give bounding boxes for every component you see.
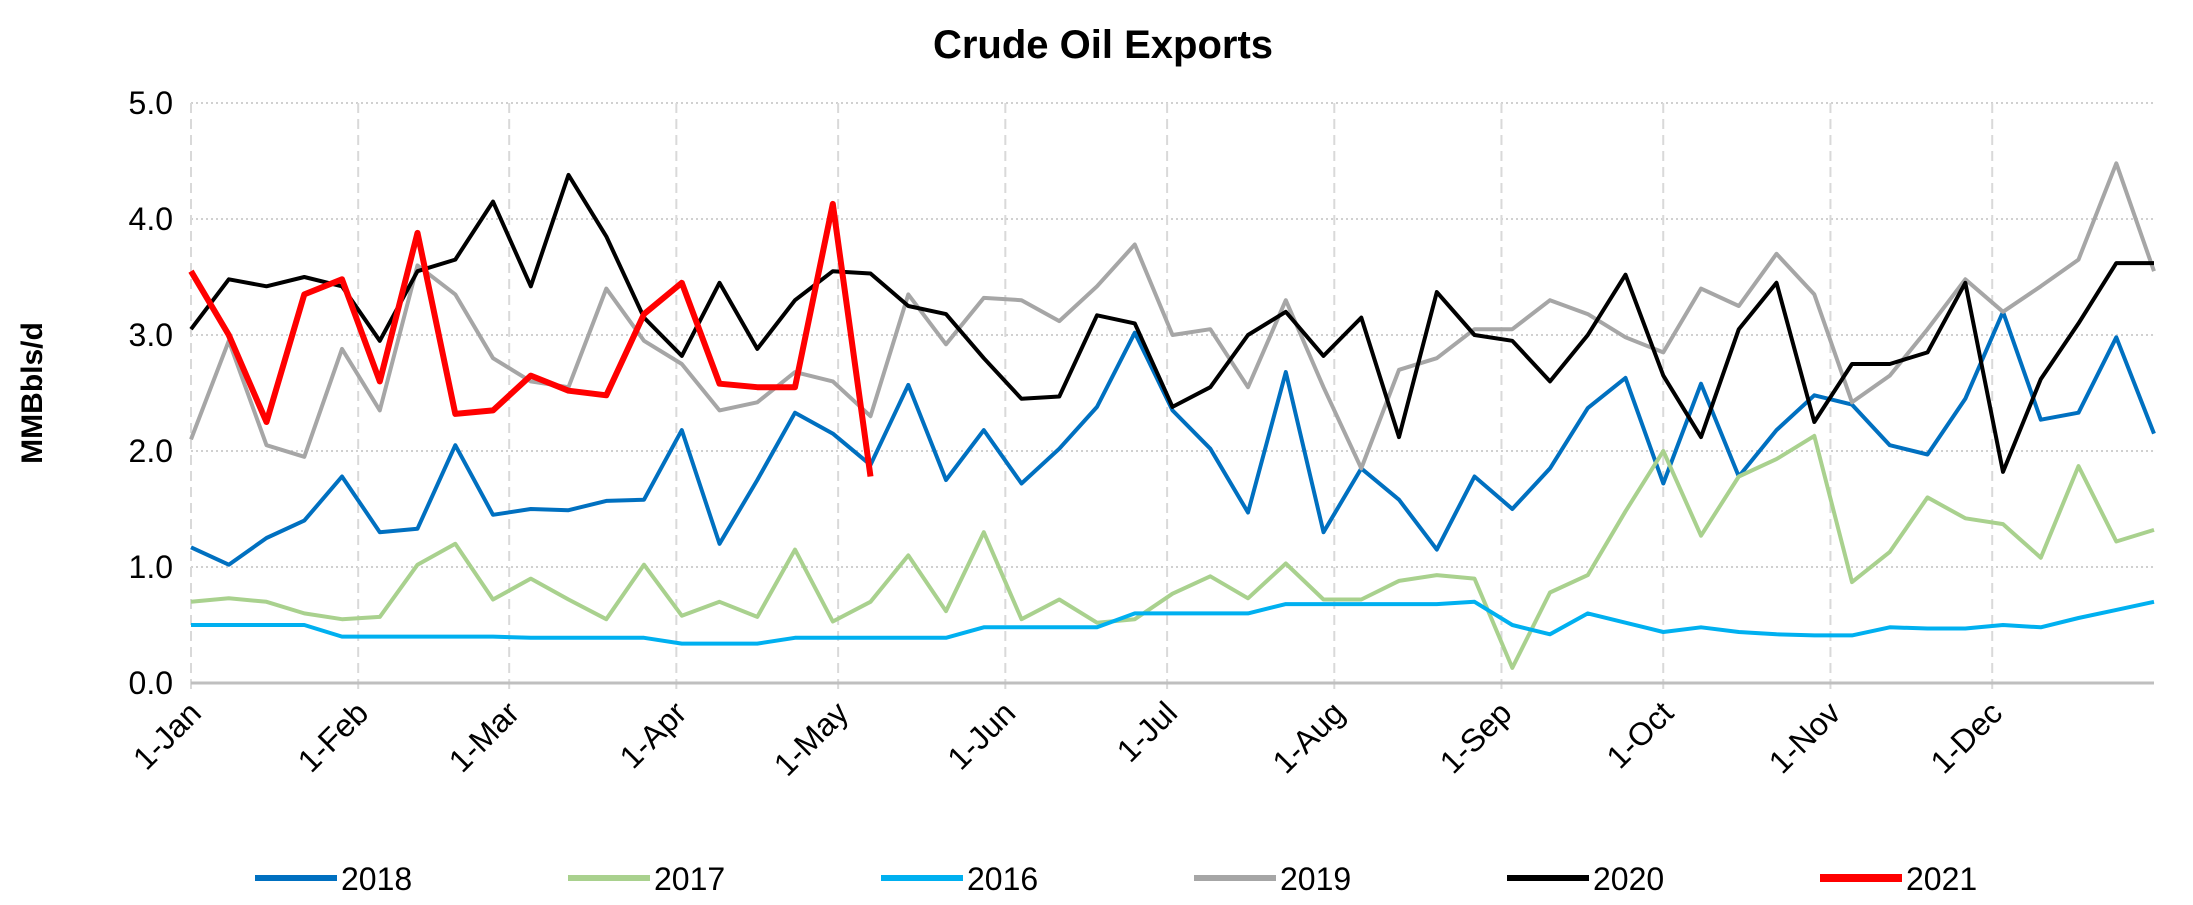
y-axis-ticks: 0.0 1.0 2.0 3.0 4.0 5.0 — [129, 85, 173, 701]
series-line-2018 — [190, 309, 2156, 567]
series-line-2021 — [188, 200, 874, 477]
x-axis-ticks: 1-Jan 1-Feb 1-Mar 1-Apr 1-May 1-Jun 1-Jul 1-Aug… — [126, 694, 2009, 783]
x-tick-label: 1-Apr — [613, 694, 694, 775]
legend-label-2017: 2017 — [654, 861, 725, 897]
y-tick-label: 1.0 — [129, 549, 173, 585]
x-tick-label: 1-May — [767, 694, 855, 782]
y-tick-label: 4.0 — [129, 201, 173, 237]
y-tick-label: 2.0 — [129, 433, 173, 469]
series-line-2017 — [190, 433, 2155, 670]
x-tick-label: 1-Jun — [940, 694, 1022, 776]
series-line-2016 — [191, 599, 2155, 646]
x-tick-label: 1-Aug — [1265, 694, 1351, 780]
legend-label-2018: 2018 — [341, 861, 412, 897]
series-line-2019 — [189, 161, 2156, 471]
x-tick-label: 1-Jan — [126, 694, 208, 776]
x-tick-label: 1-Jul — [1110, 694, 1185, 769]
y-axis-label: MMBbls/d — [16, 322, 49, 464]
x-tick-label: 1-Nov — [1762, 694, 1848, 780]
x-tick-label: 1-Oct — [1599, 694, 1680, 775]
x-tick-label: 1-Feb — [291, 694, 376, 779]
x-tick-label: 1-Sep — [1433, 694, 1519, 780]
x-tick-label: 1-Dec — [1923, 694, 2009, 780]
chart-title: Crude Oil Exports — [933, 23, 1273, 67]
series-line-2020 — [189, 172, 2154, 474]
legend-label-2016: 2016 — [967, 861, 1038, 897]
y-tick-label: 0.0 — [129, 665, 173, 701]
legend-label-2019: 2019 — [1280, 861, 1351, 897]
y-tick-label: 5.0 — [129, 85, 173, 121]
legend-label-2021: 2021 — [1906, 861, 1977, 897]
legend: 2018 2017 2016 2019 2020 2021 — [255, 861, 1977, 897]
legend-label-2020: 2020 — [1593, 861, 1664, 897]
series-lines — [188, 161, 2156, 670]
x-tick-label: 1-Mar — [442, 694, 527, 779]
y-tick-label: 3.0 — [129, 317, 173, 353]
